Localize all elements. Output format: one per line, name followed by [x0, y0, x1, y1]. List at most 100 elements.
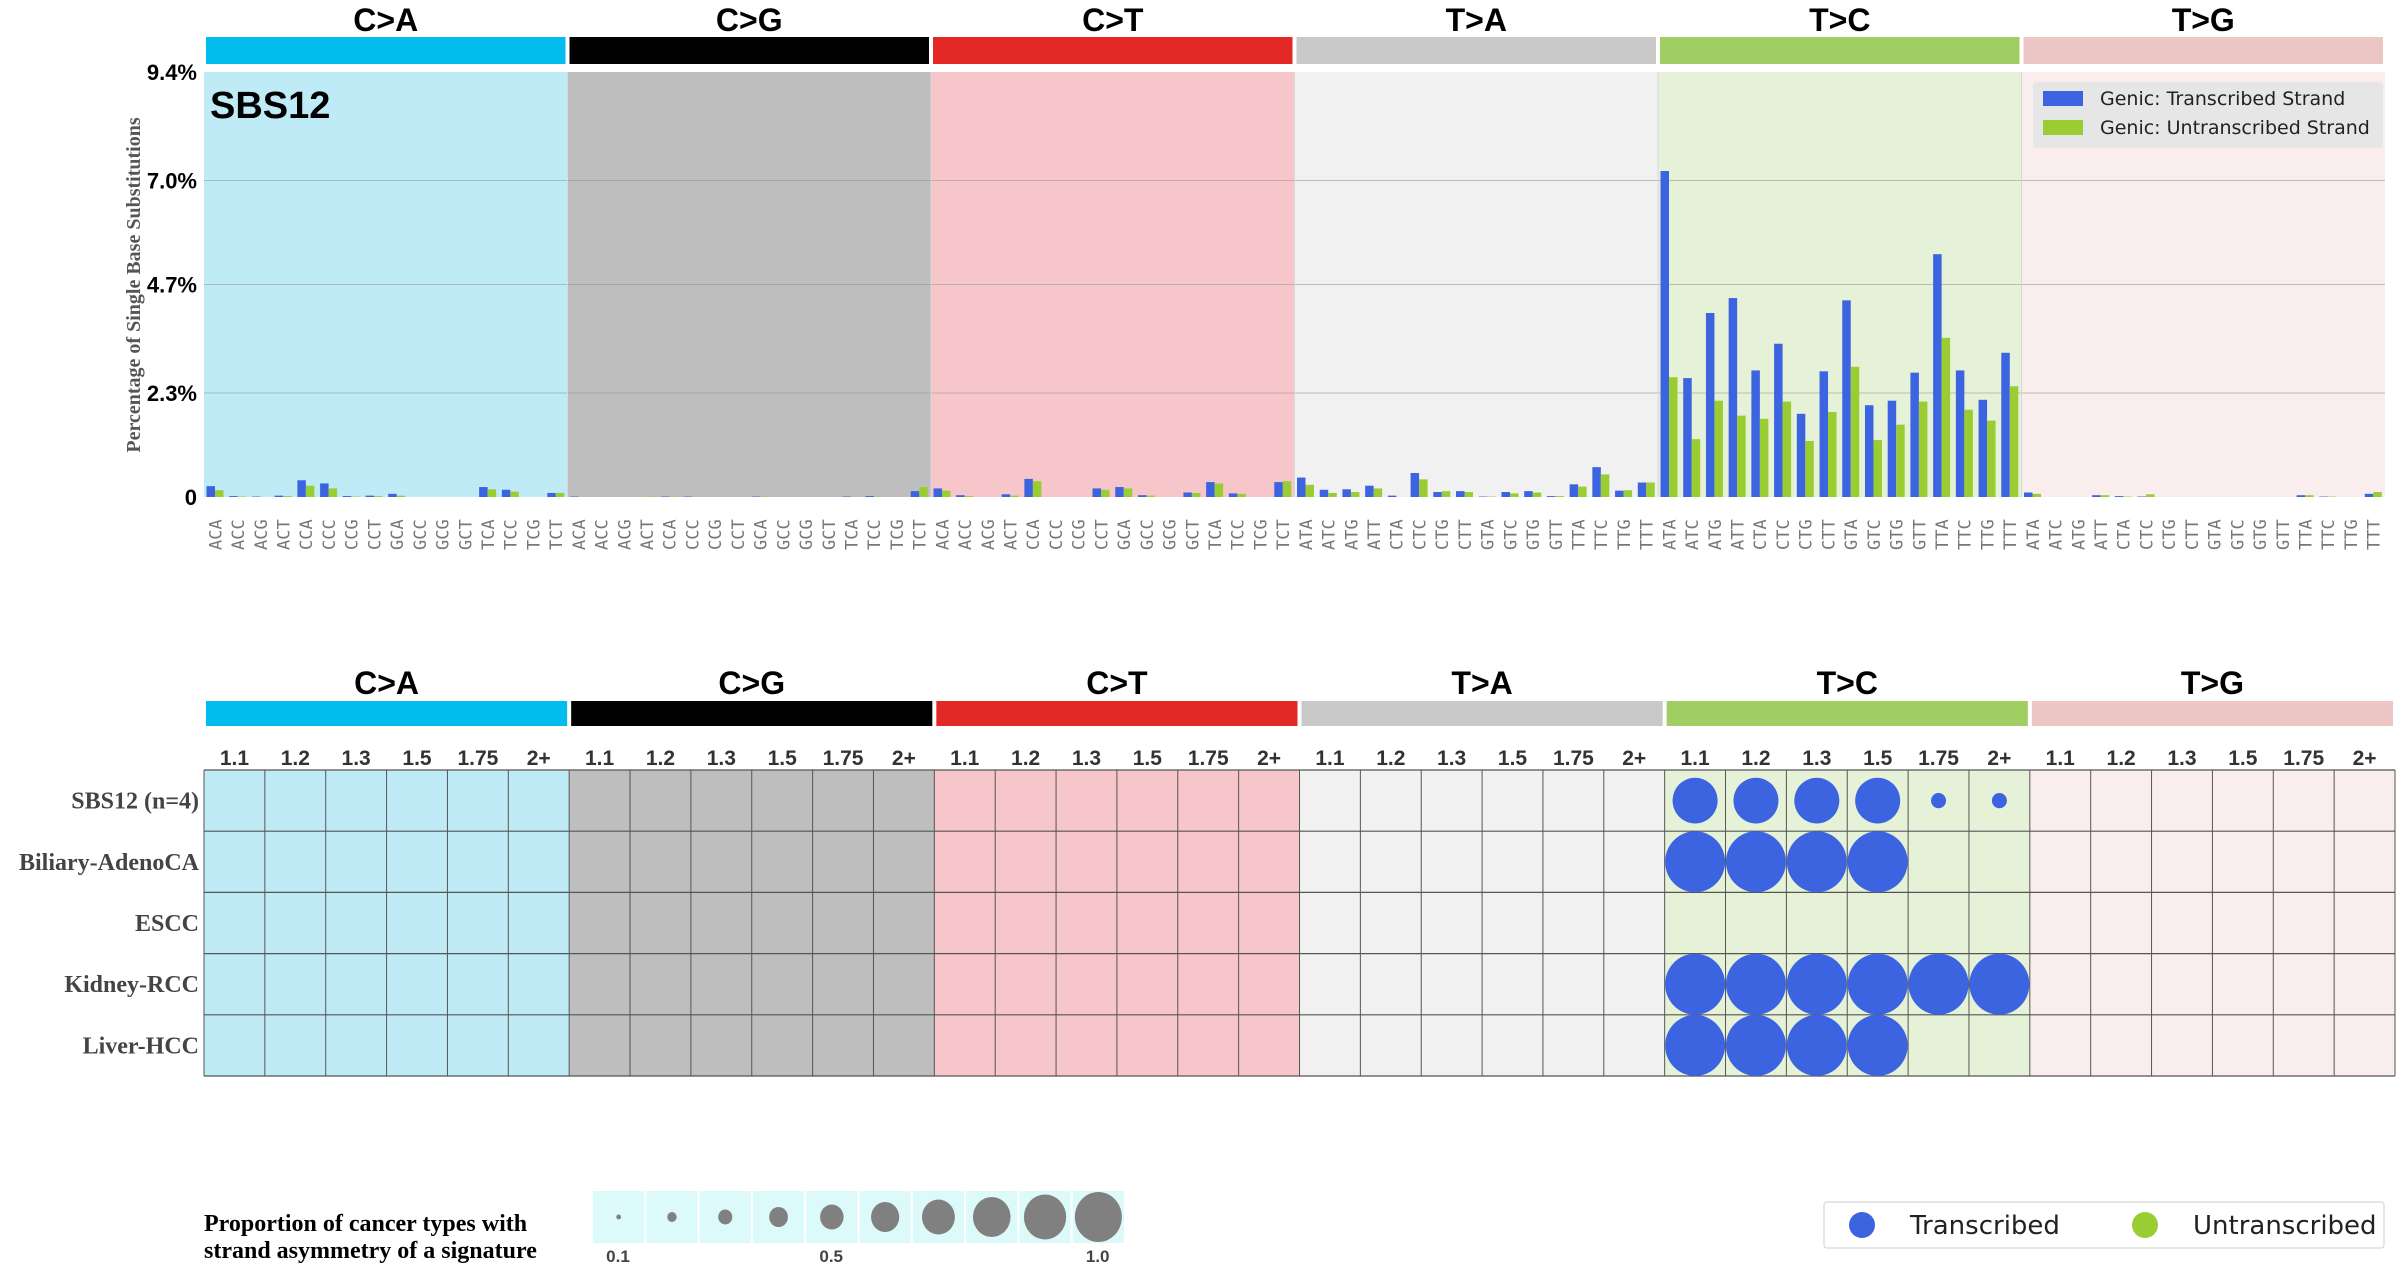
x-tick-label-GCT: GCT — [1183, 519, 1203, 550]
threshold-label: 2+ — [1622, 747, 1646, 770]
grid-mutation-type-bar — [936, 701, 1298, 726]
asymmetry-bubble — [1847, 953, 1908, 1015]
bar-untranscribed-CTT — [1464, 492, 1474, 497]
threshold-label: 1.5 — [2228, 747, 2258, 770]
size-legend-circle — [1074, 1192, 1122, 1242]
size-legend-circle — [1023, 1194, 1067, 1240]
y-axis-label: Percentage of Single Base Substitutions — [123, 117, 145, 452]
threshold-label: 1.1 — [1680, 747, 1710, 770]
x-tick-label-CTA: CTA — [1388, 519, 1408, 550]
y-tick-label: 0 — [185, 485, 197, 510]
size-legend-title: strand asymmetry of a signature — [204, 1238, 537, 1264]
grid-mutation-type-bar — [1301, 701, 1663, 726]
legend-swatch — [2043, 120, 2083, 135]
legend-label: Genic: Transcribed Strand — [2100, 88, 2345, 110]
asymmetry-bubble — [1665, 831, 1726, 893]
x-tick-label-GCA: GCA — [388, 519, 408, 550]
x-tick-label-CCG: CCG — [1070, 519, 1090, 550]
x-tick-label-GCA: GCA — [752, 519, 772, 550]
x-tick-label-TTT: TTT — [2365, 519, 2385, 550]
x-tick-label-GCT: GCT — [456, 519, 476, 550]
bar-untranscribed-CTC — [2146, 494, 2155, 497]
bar-transcribed-CCG — [342, 496, 352, 497]
legend-label: Genic: Untranscribed Strand — [2100, 117, 2370, 139]
bar-transcribed-TTT — [1637, 482, 1647, 497]
grid-mutation-type-bar — [1666, 701, 2028, 726]
strand-legend-dot — [2132, 1212, 2158, 1238]
bar-transcribed-GTC — [1501, 492, 1510, 497]
x-tick-label-GCC: GCC — [1138, 519, 1158, 550]
asymmetry-bubble — [1931, 792, 1947, 809]
x-tick-label-GTC: GTC — [1865, 519, 1885, 550]
x-tick-label-TCT: TCT — [547, 519, 567, 550]
x-tick-label-TCA: TCA — [1206, 519, 1226, 550]
x-tick-label-ATC: ATC — [1320, 519, 1340, 550]
x-tick-label-ACC: ACC — [229, 519, 249, 550]
bar-transcribed-GTC — [1864, 405, 1874, 497]
grid-mutation-type-header: C>G — [718, 665, 785, 701]
bar-untranscribed-GTA — [1850, 366, 1860, 497]
threshold-label: 1.3 — [2167, 747, 2196, 770]
x-tick-label-TCC: TCC — [1229, 519, 1249, 550]
bar-untranscribed-TTA — [2305, 495, 2314, 497]
bar-transcribed-ACA — [206, 486, 215, 497]
threshold-label: 1.5 — [1498, 747, 1528, 770]
x-tick-label-TTT: TTT — [2001, 519, 2021, 550]
x-tick-label-CTA: CTA — [1751, 519, 1771, 550]
strand-legend-label: Untranscribed — [2193, 1211, 2377, 1241]
bar-untranscribed-ACT — [1010, 495, 1019, 497]
bar-untranscribed-TCT — [555, 492, 565, 497]
size-legend-circle — [871, 1202, 900, 1232]
mutation-type-bar — [569, 37, 929, 64]
x-tick-label-ATG: ATG — [1706, 519, 1726, 550]
size-legend-label: 0.5 — [819, 1247, 843, 1266]
x-tick-label-GTA: GTA — [1479, 519, 1499, 550]
x-tick-label-CCG: CCG — [706, 519, 726, 550]
bar-untranscribed-ATA — [1669, 377, 1678, 497]
mutation-type-header: T>C — [1809, 2, 1870, 38]
size-legend-circle — [769, 1207, 788, 1227]
mutation-type-bar — [1296, 37, 1656, 64]
asymmetry-bubble — [1786, 1014, 1847, 1076]
bar-untranscribed-CCA — [1032, 481, 1042, 497]
bar-untranscribed-GTG — [1896, 424, 1905, 497]
bar-transcribed-ATA — [1660, 171, 1669, 497]
threshold-label: 1.75 — [1553, 747, 1594, 770]
asymmetry-bubble — [1672, 777, 1718, 824]
threshold-label: 1.1 — [1315, 747, 1345, 770]
asymmetry-bubble — [1847, 1014, 1908, 1076]
bar-untranscribed-GCA — [1123, 488, 1133, 497]
x-tick-label-GCC: GCC — [774, 519, 794, 550]
x-tick-label-GTC: GTC — [2228, 519, 2248, 550]
x-tick-label-TCG: TCG — [524, 519, 544, 550]
bar-transcribed-ACT — [274, 495, 284, 497]
mutation-type-bar — [206, 37, 566, 64]
x-tick-label-CCT: CCT — [729, 519, 749, 550]
threshold-label: 1.5 — [1863, 747, 1893, 770]
bar-transcribed-TTG — [1978, 399, 1988, 497]
bar-untranscribed-TTG — [1623, 490, 1633, 497]
x-tick-label-GTG: GTG — [2251, 519, 2271, 550]
bar-untranscribed-ATA — [1305, 484, 1314, 497]
x-tick-label-ATA: ATA — [1660, 519, 1680, 550]
x-tick-label-GCC: GCC — [411, 519, 431, 550]
bar-transcribed-ACT — [1001, 494, 1011, 497]
x-tick-label-ACC: ACC — [593, 519, 613, 550]
bar-transcribed-CCT — [365, 495, 375, 497]
asymmetry-bubble — [1969, 953, 2030, 1015]
x-tick-label-TTC: TTC — [2319, 519, 2339, 550]
bar-transcribed-GTG — [1524, 491, 1533, 497]
bar-transcribed-TTT — [2364, 493, 2374, 497]
bar-untranscribed-CTA — [1759, 418, 1769, 497]
threshold-label: 1.3 — [342, 747, 371, 770]
threshold-label: 1.75 — [2283, 747, 2324, 770]
bar-untranscribed-CTC — [1782, 401, 1792, 497]
x-tick-label-ACC: ACC — [956, 519, 976, 550]
bar-transcribed-ATC — [1683, 378, 1692, 497]
mutation-type-header: C>G — [716, 2, 783, 38]
bar-transcribed-ATA — [2024, 492, 2033, 497]
x-tick-label-CTT: CTT — [2183, 519, 2203, 550]
bar-untranscribed-TCC — [1237, 493, 1246, 497]
size-legend-circle — [616, 1214, 622, 1220]
